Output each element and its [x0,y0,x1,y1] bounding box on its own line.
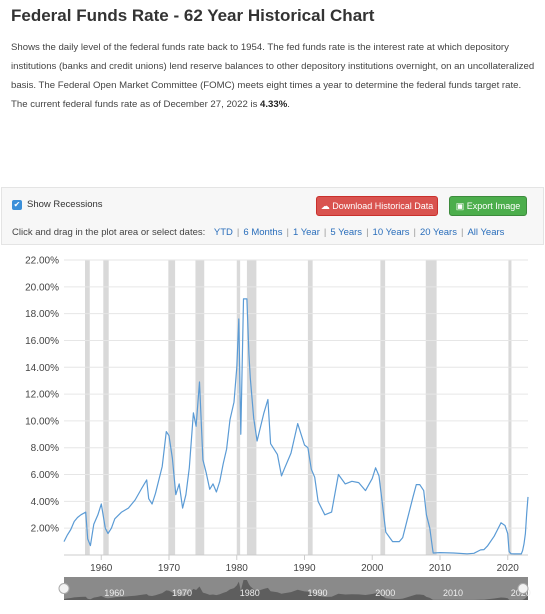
navigator-tick-label: 1980 [240,588,260,598]
recession-band-3 [195,260,205,555]
x-tick-label: 1980 [226,563,249,574]
navigator-background [64,577,528,600]
recession-band-9 [508,260,512,555]
x-tick-label: 1990 [293,563,316,574]
y-tick-label: 10.00% [25,416,59,427]
y-tick-label: 22.00% [25,256,59,267]
navigator-tick-label: 2000 [375,588,395,598]
range-ytd-link[interactable]: YTD [213,227,233,238]
export-button-label: Export Image [466,201,521,211]
show-recessions-label: Show Recessions [27,199,103,210]
navigator-tick-label: 1990 [308,588,328,598]
y-tick-label: 16.00% [25,336,59,347]
current-rate-value: 4.33% [260,99,288,110]
download-historical-data-button[interactable]: ☁ Download Historical Data [316,196,438,216]
recession-band-8 [425,260,437,555]
x-tick-label: 1960 [90,563,113,574]
y-tick-label: 6.00% [31,470,59,481]
recession-band-2 [168,260,176,555]
fed-funds-rate-chart[interactable]: 2.00% 4.00% 6.00% 8.00% 10.00% 12.00% 14.00% 16… [0,250,545,614]
navigator-tick-label: 1960 [104,588,124,598]
navigator-tick-label: 2010 [443,588,463,598]
description-text: Shows the daily level of the federal fun… [11,42,535,110]
y-tick-label: 8.00% [31,443,59,454]
y-tick-label: 18.00% [25,309,59,320]
recession-band-0 [85,260,90,555]
page-description: Shows the daily level of the federal fun… [11,38,536,114]
recession-band-7 [380,260,386,555]
image-icon: ▣ [455,201,465,211]
y-axis: 2.00% 4.00% 6.00% 8.00% 10.00% 12.00% 14.00% 16… [25,256,59,535]
show-recessions-toggle[interactable]: ✔ Show Recessions [12,199,103,210]
grid-lines [64,259,528,529]
recession-band-4 [236,260,241,555]
range-1-year-link[interactable]: 1 Year [292,227,320,238]
range-prompt: Click and drag in the plot area or selec… [12,227,206,238]
range-20-years-link[interactable]: 20 Years [419,227,457,238]
navigator-right-handle[interactable] [517,583,529,594]
recession-band-1 [103,260,109,555]
y-tick-label: 12.00% [25,390,59,401]
download-cloud-icon: ☁ [320,201,330,211]
navigator-tick-label: 1970 [172,588,192,598]
checkbox-checked-icon[interactable]: ✔ [12,199,22,210]
range-10-years-link[interactable]: 10 Years [372,227,410,238]
range-all-years-link[interactable]: All Years [467,227,505,238]
chart-toolbar: ✔ Show Recessions ☁ Download Historical … [1,187,544,245]
rate-series-line [63,298,529,555]
range-5-years-link[interactable]: 5 Years [330,227,363,238]
download-button-label: Download Historical Data [332,201,434,211]
plot-area[interactable] [63,298,529,555]
date-range-selector: Click and drag in the plot area or selec… [12,227,505,238]
page-title: Federal Funds Rate - 62 Year Historical … [11,6,375,25]
x-tick-label: 1970 [158,563,181,574]
x-tick-label: 2000 [361,563,384,574]
description-end: . [287,99,290,110]
recession-band-5 [246,260,257,555]
x-tick-label: 2010 [429,563,452,574]
x-axis: 1960 1970 1980 1990 2000 2010 2020 [64,554,528,574]
x-tick-label: 2020 [497,563,520,574]
navigator-series-area [64,580,528,600]
y-tick-label: 4.00% [31,497,59,508]
y-tick-label: 2.00% [31,524,59,535]
y-tick-label: 14.00% [25,363,59,374]
recession-bands [85,260,512,555]
export-image-button[interactable]: ▣ Export Image [449,196,527,216]
range-6-months-link[interactable]: 6 Months [243,227,283,238]
navigator-left-handle[interactable] [58,583,70,594]
y-tick-label: 20.00% [25,282,59,293]
recession-band-6 [307,260,313,555]
